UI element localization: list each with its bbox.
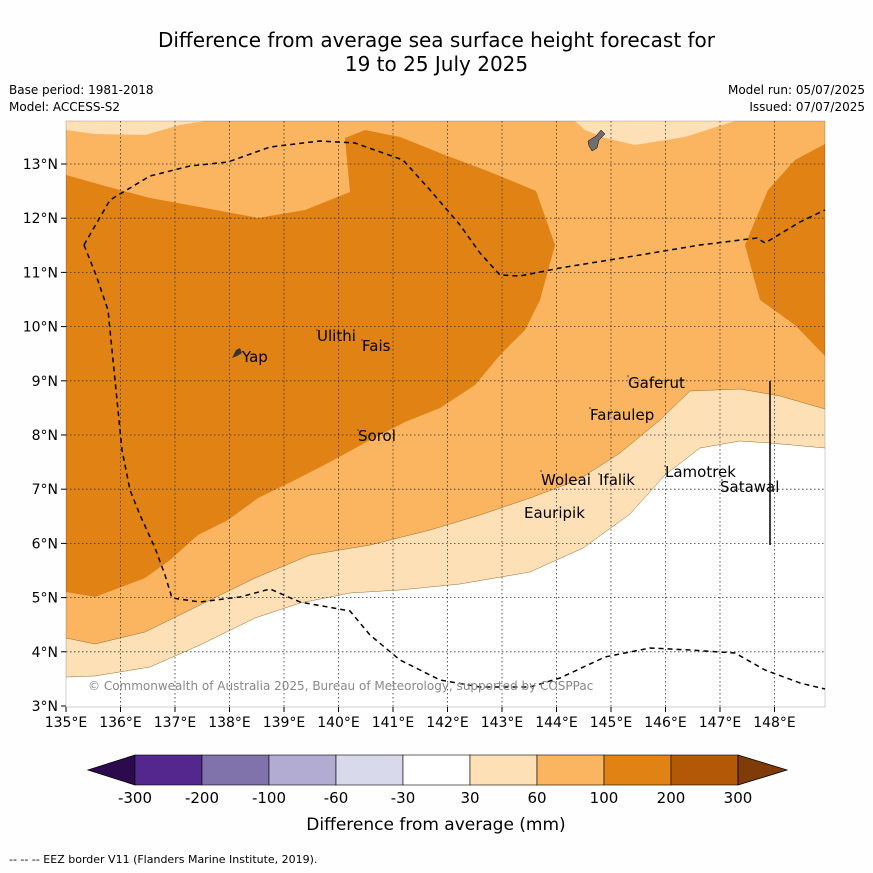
model-run: Model run: 05/07/2025: [727, 83, 865, 97]
place-label-gaferut: Gaferut: [628, 374, 685, 392]
lat-tick-label: 13°N: [23, 157, 58, 173]
title-line-2: 19 to 25 July 2025: [344, 52, 529, 76]
lon-tick-label: 148°E: [753, 715, 796, 731]
lon-tick-label: 139°E: [263, 715, 306, 731]
lat-tick-label: 7°N: [32, 482, 58, 498]
lat-tick-label: 3°N: [32, 699, 58, 715]
model-name: Model: ACCESS-S2: [9, 100, 121, 114]
lat-tick-label: 10°N: [23, 320, 58, 336]
lon-tick-label: 136°E: [99, 715, 142, 731]
lon-tick-label: 146°E: [644, 715, 687, 731]
band-100-200-east: [745, 144, 825, 356]
lon-tick-label: 141°E: [372, 715, 415, 731]
place-label-woleai: Woleai: [541, 471, 591, 489]
place-label-fais: Fais: [362, 337, 391, 355]
colorbar-tick-label: 60: [527, 789, 546, 807]
colorbar-segment: [134, 754, 203, 786]
colorbar-tick-label: 200: [657, 789, 686, 807]
title-line-1: Difference from average sea surface heig…: [157, 28, 716, 52]
colorbar-segment: [670, 754, 739, 786]
base-period: Base period: 1981-2018: [9, 83, 154, 97]
colorbar-extend-low: [86, 754, 136, 786]
band-below-30: [66, 441, 825, 707]
copyright-note: © Commonwealth of Australia 2025, Bureau…: [88, 679, 593, 693]
colorbar-segment: [201, 754, 270, 786]
colorbar-tick-label: 300: [724, 789, 753, 807]
place-labels: Yap Ulithi Fais Sorol Gaferut Faraulep W…: [241, 327, 779, 522]
colorbar-extend-high: [737, 754, 789, 786]
island-markers: [316, 329, 723, 481]
lon-tick-label: 137°E: [154, 715, 197, 731]
lon-tick-label: 140°E: [317, 715, 360, 731]
graticule: [66, 121, 825, 707]
place-label-ulithi: Ulithi: [317, 327, 356, 345]
map-frame: [65, 120, 826, 708]
lon-tick-label: 138°E: [208, 715, 251, 731]
lon-tick-label: 147°E: [699, 715, 742, 731]
meta-left: Base period: 1981-2018 Model: ACCESS-S2: [9, 82, 154, 116]
colorbar-tick-label: -200: [185, 789, 219, 807]
place-label-lamotrek: Lamotrek: [665, 463, 736, 481]
colorbar-tick-label: -300: [118, 789, 152, 807]
lat-tick-label: 9°N: [32, 374, 58, 390]
lon-tick-label: 135°E: [45, 715, 88, 731]
eez-border-north: [83, 140, 826, 277]
lat-tick-label: 8°N: [32, 428, 58, 444]
colorbar-segment: [268, 754, 337, 786]
colorbar-segment: [335, 754, 404, 786]
lon-tick-label: 142°E: [426, 715, 469, 731]
lat-tick-label: 6°N: [32, 536, 58, 552]
lon-tick-label: 143°E: [481, 715, 524, 731]
issued-date: Issued: 07/07/2025: [749, 100, 865, 114]
band-100-200-west: [66, 130, 555, 597]
place-label-ifalik: Ifalik: [599, 471, 635, 489]
colorbar-tick-label: -30: [391, 789, 416, 807]
colorbar: -300 -200 -100 -60 -30 30 60 100 200 300: [86, 754, 789, 807]
axis-ticks: 135°E 136°E 137°E 138°E 139°E 140°E 141°E 142°E…: [23, 157, 796, 731]
map-field: [66, 121, 825, 707]
colorbar-segment: [603, 754, 672, 786]
place-label-eauripik: Eauripik: [524, 504, 585, 522]
band-contours: [66, 388, 825, 678]
lat-tick-label: 11°N: [23, 265, 58, 281]
lon-tick-label: 145°E: [590, 715, 633, 731]
colorbar-tick-label: 30: [460, 789, 479, 807]
place-label-yap: Yap: [241, 348, 268, 366]
lon-tick-label: 144°E: [535, 715, 578, 731]
colorbar-segment: [536, 754, 605, 786]
eez-border-west: [83, 244, 826, 690]
place-label-satawal: Satawal: [720, 478, 779, 496]
meta-right: Model run: 05/07/2025 Issued: 07/07/2025: [728, 82, 865, 116]
eez-footnote: -- -- -- EEZ border V11 (Flanders Marine…: [9, 853, 318, 866]
band-30-60-topleft: [66, 121, 205, 135]
colorbar-segment: [402, 754, 471, 786]
place-label-faraulep: Faraulep: [590, 406, 654, 424]
lat-tick-label: 12°N: [23, 211, 58, 227]
colorbar-tick-label: -60: [324, 789, 349, 807]
lat-tick-label: 4°N: [32, 645, 58, 661]
colorbar-title: Difference from average (mm): [306, 815, 565, 835]
colorbar-tick-label: 100: [590, 789, 619, 807]
band-30-60-top: [575, 121, 735, 145]
island-guam: [587, 129, 606, 152]
lat-tick-label: 5°N: [32, 591, 58, 607]
chart-title: Difference from average sea surface heig…: [0, 28, 873, 76]
place-label-sorol: Sorol: [358, 427, 396, 445]
colorbar-tick-label: -100: [252, 789, 286, 807]
colorbar-segment: [469, 754, 538, 786]
island-yap: [232, 348, 242, 358]
